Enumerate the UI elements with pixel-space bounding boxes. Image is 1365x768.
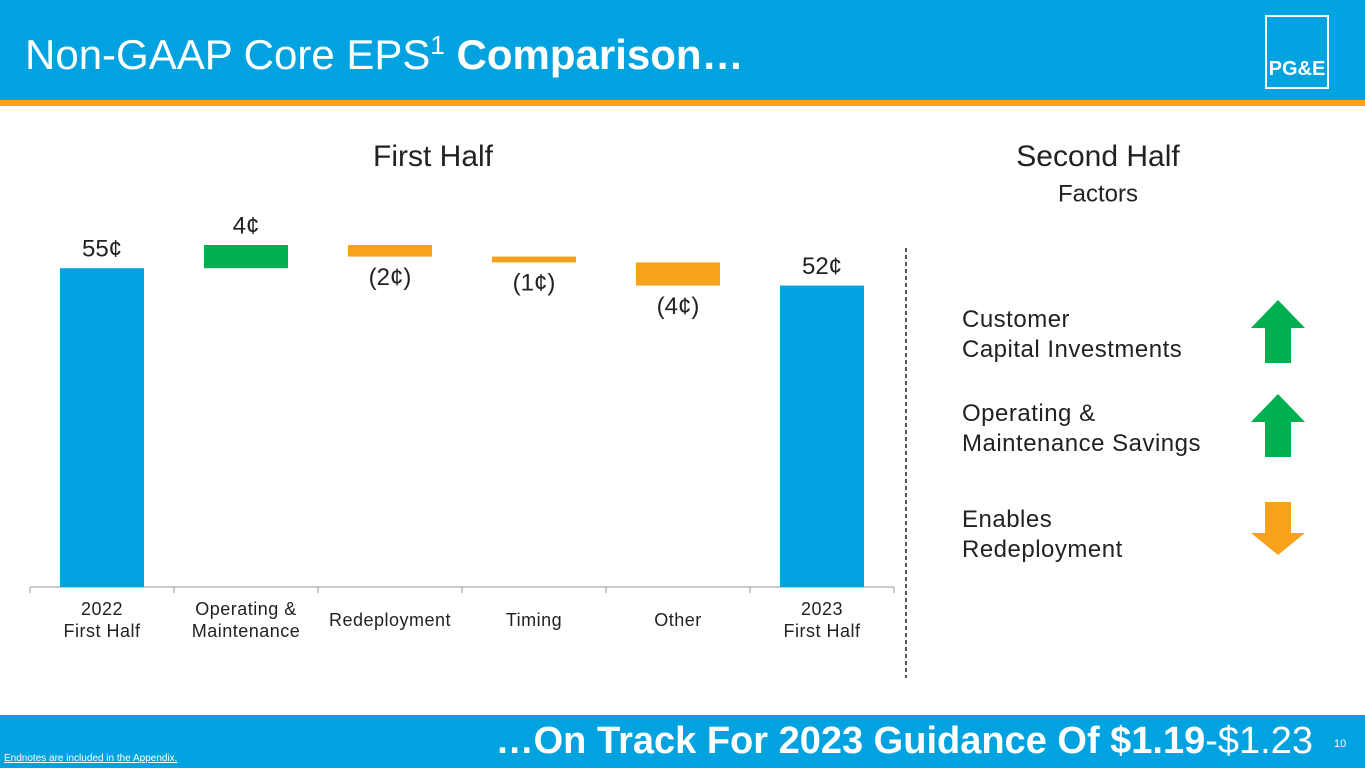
factor-label: Customer Capital Investments (962, 306, 1183, 363)
bar (636, 262, 720, 286)
arrow-down (1251, 502, 1305, 555)
factor-label: Enables Redeployment (962, 506, 1123, 563)
data-label: (4¢) (657, 293, 700, 320)
x-tick-label: Other (654, 610, 702, 630)
footer-rest: -$1.23 (1205, 720, 1313, 762)
arrow-up (1251, 300, 1305, 363)
title-bold: Comparison… (456, 31, 744, 78)
data-label: (2¢) (369, 264, 412, 291)
bar (60, 268, 144, 587)
logo-text: PG&E (1268, 58, 1326, 80)
x-tick-label: 2022 First Half (63, 599, 141, 641)
x-tick-label: Operating & Maintenance (191, 599, 301, 641)
footer-bar (0, 715, 1365, 768)
header-rule (0, 100, 1365, 106)
bar (204, 245, 288, 269)
data-label: 55¢ (82, 236, 122, 263)
data-label: (1¢) (513, 270, 556, 297)
header-bar (0, 0, 1365, 100)
footer-lead: …On Track For 2023 Guidance Of (495, 720, 1111, 762)
factor-label: Operating & Maintenance Savings (962, 400, 1201, 457)
chart: First Half Second Half Factors 55¢ 4¢ (2¢)… (29, 140, 1305, 678)
footer-text: …On Track For 2023 Guidance Of $1.19-$1.… (496, 720, 1313, 763)
x-tick-label: 2023 First Half (783, 599, 861, 641)
arrow-up (1251, 394, 1305, 457)
footer-bold: $1.19 (1110, 720, 1206, 762)
bar (780, 285, 864, 587)
title-sup: 1 (430, 30, 445, 60)
factors-subtitle: Factors (1058, 180, 1138, 207)
title-text: Non-GAAP Core EPS (25, 31, 431, 78)
logo: PG&E (1265, 15, 1329, 89)
x-tick-label: Timing (505, 610, 563, 630)
bar (492, 256, 576, 263)
data-label: 52¢ (802, 253, 842, 280)
slide-title: Non-GAAP Core EPS1 Comparison… (25, 30, 744, 79)
data-label: 4¢ (233, 212, 260, 239)
page-number: 10 (1334, 738, 1347, 750)
bar (348, 245, 432, 257)
endnote: Endnotes are included in the Appendix. (4, 753, 178, 764)
x-tick-label: Redeployment (328, 610, 452, 630)
factors-title: Second Half (1016, 140, 1180, 173)
chart-title: First Half (373, 140, 494, 173)
